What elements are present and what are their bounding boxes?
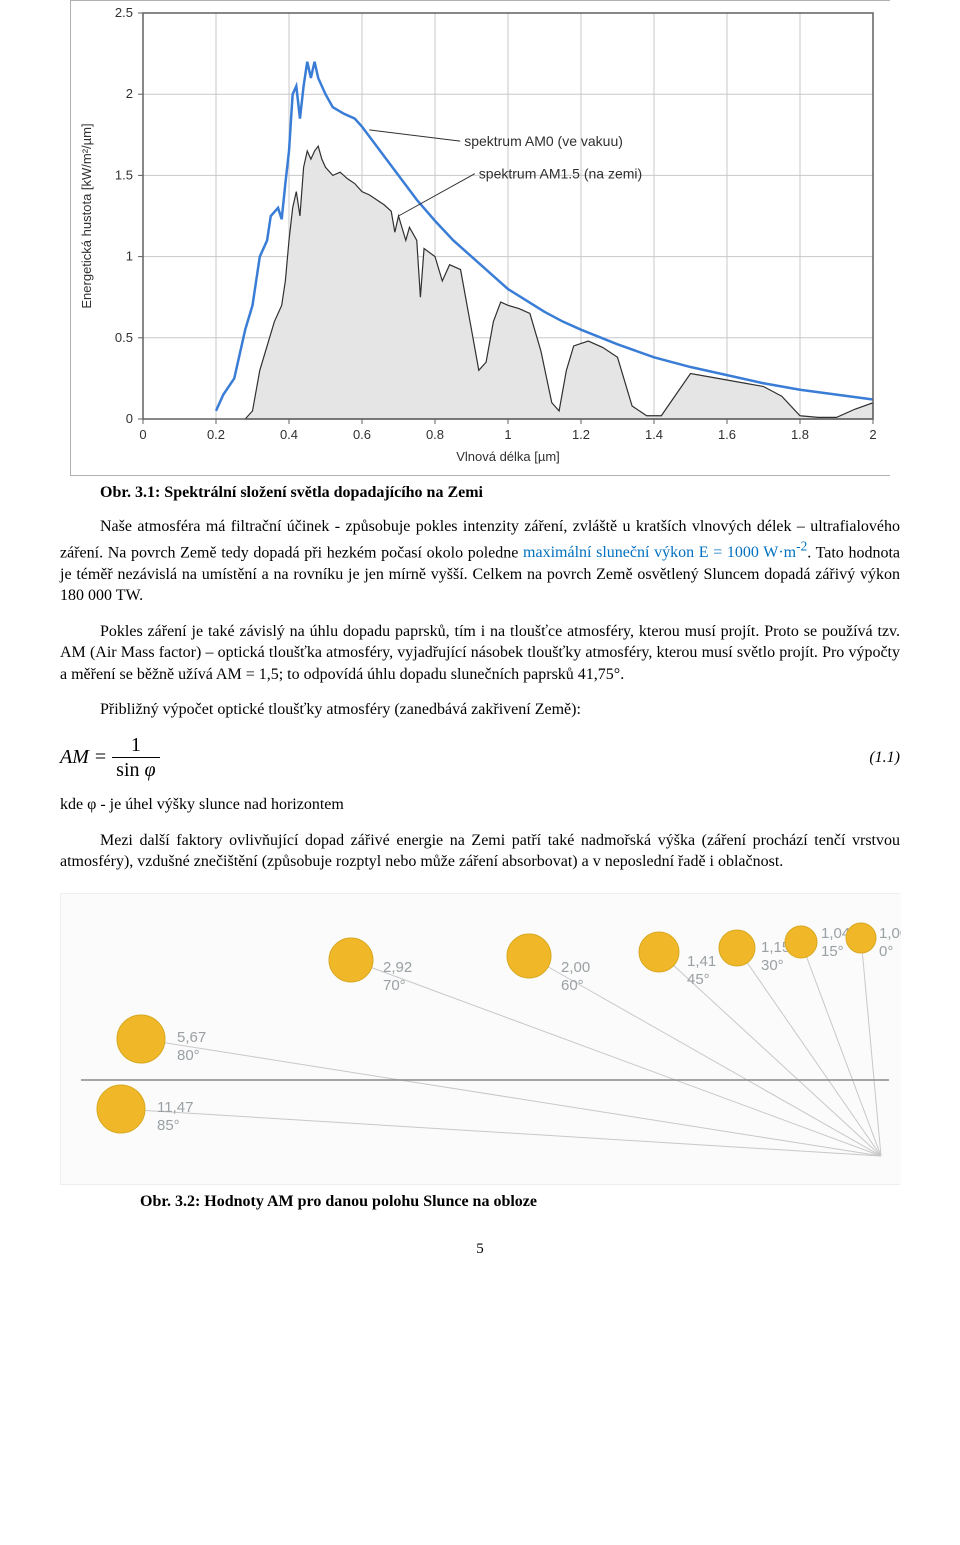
svg-text:80°: 80° [177,1047,200,1064]
svg-text:1,00: 1,00 [879,925,901,942]
paragraph-1: Naše atmosféra má filtrační účinek - způ… [60,516,900,607]
svg-text:30°: 30° [761,957,784,974]
svg-text:Energetická hustota [kW/m²/µm]: Energetická hustota [kW/m²/µm] [79,123,94,308]
svg-text:0.8: 0.8 [426,427,444,442]
svg-text:1.4: 1.4 [645,427,663,442]
svg-text:70°: 70° [383,977,406,994]
svg-text:1: 1 [126,249,133,264]
svg-text:Vlnová délka [µm]: Vlnová délka [µm] [456,449,560,464]
svg-text:1.5: 1.5 [115,167,133,182]
svg-text:2: 2 [126,86,133,101]
svg-text:2,00: 2,00 [561,959,590,976]
equation-row: AM = 1 sin φ (1.1) [60,735,900,780]
svg-text:85°: 85° [157,1117,180,1134]
svg-text:2,92: 2,92 [383,959,412,976]
svg-text:0.5: 0.5 [115,330,133,345]
page-number: 5 [60,1241,900,1258]
svg-text:0°: 0° [879,943,893,960]
svg-text:1.6: 1.6 [718,427,736,442]
figure-caption-2: Obr. 3.2: Hodnoty AM pro danou polohu Sl… [140,1193,900,1211]
am-figure: 11,4785°5,6780°2,9270°2,0060°1,4145°1,15… [60,893,900,1185]
svg-text:1: 1 [504,427,511,442]
equation: AM = 1 sin φ [60,735,160,780]
equation-number: (1.1) [869,749,900,767]
svg-text:15°: 15° [821,943,844,960]
svg-text:2.5: 2.5 [115,5,133,20]
paragraph-3: Přibližný výpočet optické tloušťky atmos… [60,699,900,721]
svg-text:45°: 45° [687,971,710,988]
svg-text:2: 2 [869,427,876,442]
paragraph-2: Pokles záření je také závislý na úhlu do… [60,621,900,686]
svg-text:1.2: 1.2 [572,427,590,442]
spectrum-chart: viditelné světlo00.20.40.60.811.21.41.61… [70,0,890,476]
svg-text:0: 0 [139,427,146,442]
equation-description: kde φ - je úhel výšky slunce nad horizon… [60,794,900,816]
svg-text:0: 0 [126,411,133,426]
svg-text:0.6: 0.6 [353,427,371,442]
svg-text:0.2: 0.2 [207,427,225,442]
svg-text:0.4: 0.4 [280,427,298,442]
svg-text:spektrum AM1.5 (na zemi): spektrum AM1.5 (na zemi) [479,166,642,182]
paragraph-4: Mezi další faktory ovlivňující dopad zář… [60,830,900,873]
svg-text:spektrum AM0 (ve vakuu): spektrum AM0 (ve vakuu) [464,133,623,149]
svg-text:1,41: 1,41 [687,953,716,970]
svg-text:1.8: 1.8 [791,427,809,442]
figure-caption-1: Obr. 3.1: Spektrální složení světla dopa… [100,484,900,502]
svg-text:5,67: 5,67 [177,1029,206,1046]
svg-text:60°: 60° [561,977,584,994]
p1-highlight: maximální sluneční výkon E = 1000 W·m-2 [523,544,807,561]
svg-text:11,47: 11,47 [157,1099,193,1116]
